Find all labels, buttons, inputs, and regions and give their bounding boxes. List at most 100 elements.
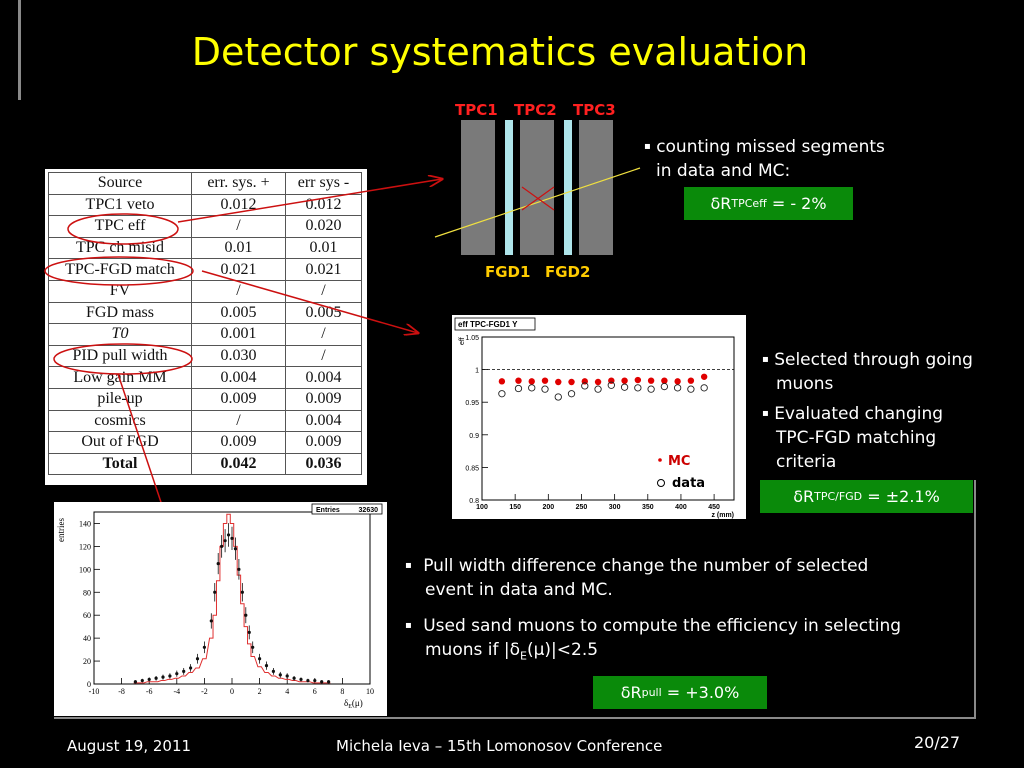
data-point (213, 590, 217, 594)
data-point (498, 390, 506, 398)
plot-title: eff TPC-FGD1 Y (458, 320, 518, 329)
data-point (554, 393, 562, 401)
y-tick-label: 0 (87, 680, 91, 689)
data-point (223, 539, 227, 543)
cell-err-minus: 0.020 (285, 215, 362, 238)
cell-err-plus: 0.009 (191, 431, 286, 454)
result-tpceff-sub: TPCeff (731, 197, 767, 210)
x-tick-label: 2 (258, 687, 262, 696)
highlight-tpc-fgd-match (44, 256, 194, 286)
highlight-pid-pull (53, 343, 193, 375)
cell-source: PID pull width (48, 344, 192, 368)
cell-err-minus: / (285, 323, 362, 346)
result-pull-symbol: δR (620, 683, 642, 702)
data-point (647, 385, 655, 393)
bullet-counting-line1: counting missed segments (656, 137, 885, 157)
data-point (299, 677, 303, 682)
x-axis-label: δE(μ) (344, 698, 363, 710)
x-tick-label: 0 (230, 687, 234, 696)
pull-histogram-panel: Entries 32630 0 20 40 60 80 100 120 140 -10 -8 -6 -4-… (54, 502, 387, 716)
header-source: Source (48, 172, 192, 195)
data-point (140, 678, 144, 683)
cell-err-plus: 0.005 (191, 301, 286, 325)
cell-err-minus: 0.01 (285, 236, 362, 260)
legend-data-label: data (672, 476, 705, 491)
result-tpc-fgd: δR TPC/FGD = ±2.1% (760, 480, 973, 513)
data-point (700, 384, 708, 392)
result-tpceff: δR TPCeff = - 2% (684, 187, 853, 220)
bullet-pull-width-line1: Pull width difference change the number … (423, 556, 869, 576)
cell-source: TPC-FGD match (48, 258, 192, 281)
data-point (209, 619, 213, 623)
data-point (567, 390, 576, 398)
table-row: T0 0.001/ (48, 323, 362, 346)
cell-err-minus: 0.004 (285, 366, 362, 389)
mc-point (647, 377, 655, 384)
cell-err-plus: / (191, 215, 286, 238)
tpc3-block (579, 120, 613, 255)
data-point (278, 673, 282, 677)
bullet-selected: ▪ Selected through going (762, 348, 973, 372)
highlight-tpc-eff (67, 213, 179, 245)
data-point (541, 385, 549, 393)
fgd1-label: FGD1 (485, 263, 531, 281)
x-tick-label: -10 (89, 687, 100, 696)
x-tick-label: 400 (675, 504, 687, 511)
bullet-marker: ▪ (644, 141, 651, 152)
tpc2-block (520, 120, 554, 255)
tpc1-label: TPC1 (455, 101, 498, 119)
data-point (216, 562, 220, 566)
bullet-evaluated-line2: TPC-FGD matching (776, 428, 937, 448)
efficiency-plot-panel: eff TPC-FGD1 Y 0.8 0.85 0.9 0.95 1 1.05 100 150 2… (452, 315, 746, 519)
y-tick-label: 140 (79, 519, 91, 528)
tpc2-label: TPC2 (514, 101, 557, 119)
mc-point (674, 378, 681, 385)
bullet-sand-muons: ▪ Used sand muons to compute the efficie… (405, 614, 901, 638)
data-point (258, 657, 262, 661)
data-point (264, 664, 269, 668)
x-tick-label: 450 (708, 504, 720, 511)
data-point (594, 385, 602, 393)
stat-box (311, 503, 383, 515)
cell-err-plus: 0.01 (191, 236, 286, 260)
bullet-pull-width: ▪ Pull width difference change the numbe… (405, 554, 868, 578)
y-tick-label: 0.95 (465, 400, 479, 407)
data-point (271, 669, 275, 673)
data-point (673, 384, 682, 392)
data-point (168, 674, 172, 678)
data-point (233, 547, 238, 551)
data-point (687, 385, 695, 393)
x-tick-label: -8 (118, 687, 125, 696)
footer-page-number: 20/27 (914, 733, 961, 752)
mc-point (555, 378, 562, 386)
bullet-marker: ▪ (762, 408, 769, 419)
bullet-sand-muons-line2: muons if |δE(μ)|<2.5 (425, 638, 598, 668)
frame-line-right (974, 480, 976, 719)
y-axis-label: eff (459, 337, 466, 345)
x-tick-label: 200 (542, 504, 554, 511)
x-tick-label: -6 (146, 687, 153, 696)
mc-point (687, 377, 695, 384)
x-tick-label: 300 (609, 504, 621, 511)
mc-point (594, 378, 602, 386)
table-row: pile-up 0.009 0.009 (48, 387, 362, 411)
table-row: FV / / (48, 279, 362, 303)
cell-err-plus: 0.042 (191, 452, 286, 476)
data-point (182, 669, 186, 673)
data-point (220, 544, 224, 548)
data-point (313, 678, 317, 683)
muon-track-line (434, 167, 641, 238)
data-point (244, 613, 248, 617)
stat-box-label: Entries (316, 507, 340, 514)
data-point (285, 674, 289, 678)
data-point (660, 382, 669, 391)
y-tick-label: 40 (83, 634, 91, 643)
data-point (195, 657, 200, 661)
data-point (581, 382, 589, 390)
y-tick-label: 60 (83, 611, 91, 620)
mc-point (498, 378, 506, 385)
bullet-pull-width-line2: event in data and MC. (425, 580, 613, 600)
legend-data-marker (657, 479, 665, 487)
table-row: TPC ch misid 0.01 0.01 (48, 236, 362, 260)
